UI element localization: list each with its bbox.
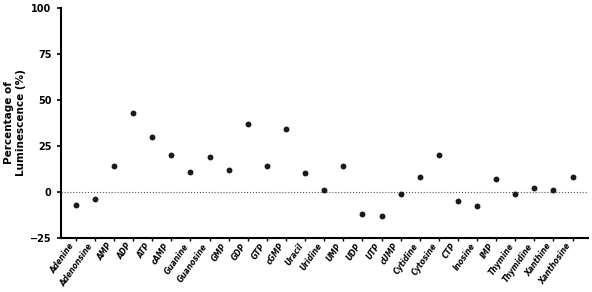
Point [262, 164, 272, 168]
Point [453, 199, 463, 203]
Point [243, 121, 253, 126]
Point [491, 177, 501, 181]
Point [415, 175, 424, 179]
Point [167, 153, 176, 157]
Point [205, 154, 214, 159]
Point [90, 197, 99, 201]
Point [147, 134, 157, 139]
Point [510, 191, 520, 196]
Point [339, 164, 348, 168]
Point [434, 153, 443, 157]
Point [281, 127, 291, 132]
Point [110, 164, 119, 168]
Point [377, 213, 386, 218]
Point [358, 211, 367, 216]
Point [472, 204, 482, 209]
Point [300, 171, 310, 176]
Point [128, 110, 138, 115]
Point [71, 202, 81, 207]
Point [530, 186, 539, 190]
Point [320, 187, 329, 192]
Y-axis label: Percentage of
Luminescence (%): Percentage of Luminescence (%) [4, 69, 26, 176]
Point [396, 191, 406, 196]
Point [224, 167, 233, 172]
Point [549, 187, 558, 192]
Point [186, 169, 195, 174]
Point [568, 175, 577, 179]
